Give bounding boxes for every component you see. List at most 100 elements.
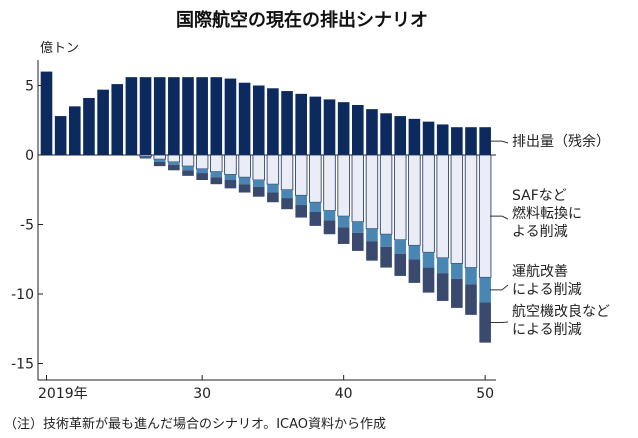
bar-emissions-2038 [309,96,322,155]
bar-emissions-2050 [479,127,491,155]
bar-tech-2036 [281,198,293,210]
bar-ops-2040 [337,216,350,228]
bar-ops-2027 [153,159,166,162]
bar-ops-2029 [182,166,194,171]
bar-emissions-2047 [436,124,449,155]
bar-emissions-2027 [153,77,166,155]
y-tick-label: 0 [25,148,34,164]
annotation-leader-line [489,284,509,291]
bar-ops-2047 [436,257,449,274]
bar-emissions-2029 [182,77,194,155]
annotation-leader-line [489,215,509,220]
y-tick-label: -10 [11,287,34,303]
footnote: （注）技術革新が最も進んだ場合のシナリオ。ICAO資料から作成 [4,417,387,432]
bar-emissions-2024 [111,84,124,155]
bar-emissions-2022 [83,98,95,155]
bar-saf-2043 [379,154,393,235]
y-tick-label: -15 [11,357,34,373]
bar-ops-2031 [210,171,223,178]
annotation-label: による削減 [512,321,582,338]
bar-ops-2048 [451,263,463,279]
bar-emissions-2042 [366,109,378,155]
bar-tech-2035 [267,192,279,203]
bar-saf-2038 [309,154,322,203]
bar-tech-2049 [465,284,477,315]
bar-ops-2033 [238,177,251,185]
y-tick-label: -5 [20,218,34,234]
bar-saf-2031 [210,154,223,173]
bar-ops-2035 [267,184,279,193]
bar-tech-2043 [380,246,392,268]
bar-emissions-2019 [40,71,53,155]
bar-saf-2030 [195,154,209,170]
bar-saf-2042 [365,154,379,230]
bar-saf-2034 [252,154,265,181]
bar-ops-2044 [394,239,407,254]
bar-emissions-2048 [451,127,463,155]
bar-tech-2041 [352,232,364,251]
bar-tech-2046 [422,267,435,293]
bar-saf-2026 [139,154,152,157]
bar-saf-2035 [266,154,280,185]
bar-emissions-2021 [69,106,81,155]
bar-saf-2050 [478,154,492,278]
bar-saf-2029 [181,154,195,167]
bar-emissions-2049 [465,127,477,155]
bar-emissions-2023 [97,89,109,155]
annotation-label: による削減 [512,281,582,298]
bar-tech-2038 [309,211,322,226]
bar-saf-2037 [294,154,308,196]
bar-tech-2050 [479,302,491,343]
bar-emissions-2036 [281,91,293,155]
bar-ops-2049 [465,267,477,285]
bar-saf-2047 [436,154,449,259]
bar-emissions-2020 [54,116,67,155]
bar-ops-2043 [380,234,392,247]
bar-tech-2044 [394,253,407,276]
x-tick-label: 40 [335,386,353,402]
annotation-label: SAFなど [512,188,567,204]
bar-tech-2028 [168,164,180,171]
bar-emissions-2043 [380,113,392,155]
bar-tech-2030 [196,173,208,181]
bars-group [40,71,492,343]
annotation-label: 燃料転換に [512,205,582,222]
bar-tech-2039 [323,220,336,235]
bar-saf-2049 [464,154,478,268]
bar-emissions-2037 [295,93,307,155]
bar-saf-2045 [408,154,421,246]
bar-emissions-2044 [394,116,407,155]
bar-tech-2026 [139,157,152,159]
bar-saf-2028 [167,154,181,163]
bar-tech-2045 [408,259,421,283]
bar-ops-2030 [196,168,208,174]
bar-emissions-2031 [210,77,223,155]
bar-ops-2028 [168,161,180,165]
bar-saf-2033 [238,154,251,178]
annotation-label: 航空機改良など [512,304,610,320]
bar-tech-2027 [153,161,166,167]
bar-emissions-2028 [168,77,180,155]
bar-saf-2039 [323,154,336,211]
bar-tech-2040 [337,227,350,244]
bar-ops-2046 [422,252,435,268]
bar-saf-2044 [394,154,407,241]
bar-tech-2037 [295,205,307,218]
bar-ops-2037 [295,195,307,206]
bar-tech-2033 [238,184,251,193]
bar-ops-2039 [323,210,336,221]
bar-emissions-2046 [422,121,435,155]
bar-emissions-2039 [323,99,336,155]
bar-ops-2041 [352,221,364,233]
bar-ops-2050 [479,277,491,303]
bar-ops-2036 [281,189,293,199]
x-tick-label: 30 [193,386,211,402]
annotation-label: よる削減 [512,223,568,240]
bar-ops-2038 [309,202,322,212]
bar-saf-2027 [153,154,166,160]
bar-emissions-2030 [196,77,208,155]
annotation-label: 排出量（残余） [512,133,610,150]
bar-saf-2041 [351,154,365,223]
